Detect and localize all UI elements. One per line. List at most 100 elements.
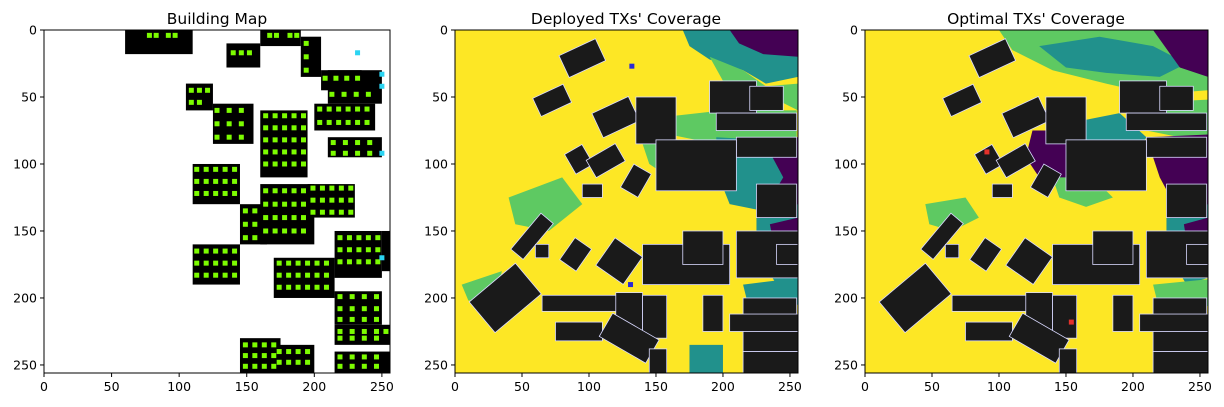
coverage-region-none xyxy=(1153,30,1208,77)
candidate-site-point xyxy=(286,359,292,365)
y-tick-label: 50 xyxy=(842,89,858,104)
candidate-site-point xyxy=(336,106,342,112)
building-footprint xyxy=(920,212,964,261)
candidate-site-point xyxy=(276,284,282,290)
candidate-site-point xyxy=(356,259,362,265)
candidate-site-point xyxy=(203,190,209,196)
x-tick-label: 200 xyxy=(711,379,735,394)
candidate-site-point xyxy=(375,259,381,265)
building-footprint xyxy=(260,110,308,178)
building-footprint xyxy=(742,331,798,352)
building-footprint xyxy=(1145,136,1208,158)
candidate-site-point xyxy=(194,272,200,278)
candidate-site-point xyxy=(345,119,351,125)
y-tick-label: 200 xyxy=(424,290,448,305)
candidate-site-point xyxy=(222,272,228,278)
y-tick-label: 250 xyxy=(13,357,37,372)
building-footprint xyxy=(1112,294,1134,332)
candidate-site-point xyxy=(272,125,278,131)
candidate-site-point xyxy=(365,259,371,265)
candidate-site-point xyxy=(261,353,267,359)
candidate-site-alt-point xyxy=(379,255,385,261)
candidate-site-point xyxy=(203,248,209,254)
candidate-site-point xyxy=(355,140,361,146)
candidate-site-point xyxy=(303,40,309,46)
candidate-site-point xyxy=(348,185,354,191)
candidate-site-alt-point xyxy=(355,50,361,56)
candidate-site-point xyxy=(232,166,238,172)
candidate-site-point xyxy=(196,87,202,93)
candidate-site-point xyxy=(355,106,361,112)
deployed-coverage-axes-frame xyxy=(454,29,799,374)
candidate-site-point xyxy=(172,32,178,38)
building-footprint xyxy=(1001,95,1051,139)
candidate-site-point xyxy=(346,247,352,253)
building-footprint xyxy=(756,183,798,218)
building-footprint xyxy=(581,183,603,198)
candidate-site-point xyxy=(349,306,355,312)
candidate-site-point xyxy=(301,149,306,155)
candidate-site-point xyxy=(303,67,309,73)
candidate-site-point xyxy=(291,188,297,194)
building-footprint xyxy=(1005,237,1054,286)
candidate-site-point xyxy=(326,106,332,112)
candidate-site-alt-point xyxy=(379,83,385,89)
building-footprint xyxy=(973,143,1004,175)
coverage-region-mid xyxy=(689,344,723,373)
candidate-site-point xyxy=(337,259,343,265)
x-tick-label: 150 xyxy=(644,379,668,394)
candidate-site-point xyxy=(317,119,323,125)
candidate-site-point xyxy=(196,99,202,105)
candidate-site-point xyxy=(282,188,288,194)
candidate-site-point xyxy=(276,359,282,365)
candidate-site-point xyxy=(333,75,339,81)
y-tick-label: 150 xyxy=(834,223,858,238)
candidate-site-point xyxy=(232,190,238,196)
candidate-site-point xyxy=(345,106,351,112)
candidate-site-point xyxy=(295,349,301,355)
candidate-site-point xyxy=(286,349,292,355)
candidate-site-point xyxy=(291,228,297,234)
x-tick-label: 150 xyxy=(1054,379,1078,394)
candidate-site-point xyxy=(276,349,282,355)
candidate-site-point xyxy=(348,197,354,203)
building-footprint xyxy=(595,237,644,286)
candidate-site-point xyxy=(230,50,236,56)
candidate-site-point xyxy=(364,119,370,125)
building-footprint xyxy=(951,294,1033,312)
candidate-site-point xyxy=(329,209,335,215)
candidate-site-point xyxy=(263,188,269,194)
candidate-site-point xyxy=(222,166,228,172)
candidate-site-point xyxy=(242,353,248,359)
candidate-site-point xyxy=(301,161,306,167)
candidate-site-point xyxy=(305,349,311,355)
y-tick-label: 100 xyxy=(834,156,858,171)
candidate-site-point xyxy=(301,137,306,143)
candidate-site-point xyxy=(361,316,367,322)
building-footprint xyxy=(1152,351,1208,373)
candidate-site-point xyxy=(349,328,355,334)
candidate-site-point xyxy=(310,185,316,191)
building-footprint xyxy=(125,30,193,55)
candidate-site-point xyxy=(373,363,379,369)
candidate-site-point xyxy=(365,247,371,253)
deployed-coverage-plot-area xyxy=(455,30,798,373)
candidate-site-point xyxy=(342,140,348,146)
candidate-site-point xyxy=(194,178,200,184)
building-footprint xyxy=(1139,313,1208,332)
candidate-site-point xyxy=(267,32,273,38)
coverage-region-mid xyxy=(1039,36,1187,77)
candidate-site-point xyxy=(222,248,228,254)
candidate-site-point xyxy=(348,209,354,215)
candidate-site-point xyxy=(252,342,258,348)
candidate-site-point xyxy=(303,54,309,60)
candidate-site-point xyxy=(213,166,219,172)
candidate-site-point xyxy=(364,106,370,112)
x-tick-label: 50 xyxy=(924,379,940,394)
candidate-site-point xyxy=(276,260,282,266)
candidate-site-point xyxy=(295,359,301,365)
candidate-site-point xyxy=(338,197,344,203)
candidate-site-point xyxy=(271,363,277,369)
optimal-coverage-title: Optimal TXs' Coverage xyxy=(947,10,1125,28)
